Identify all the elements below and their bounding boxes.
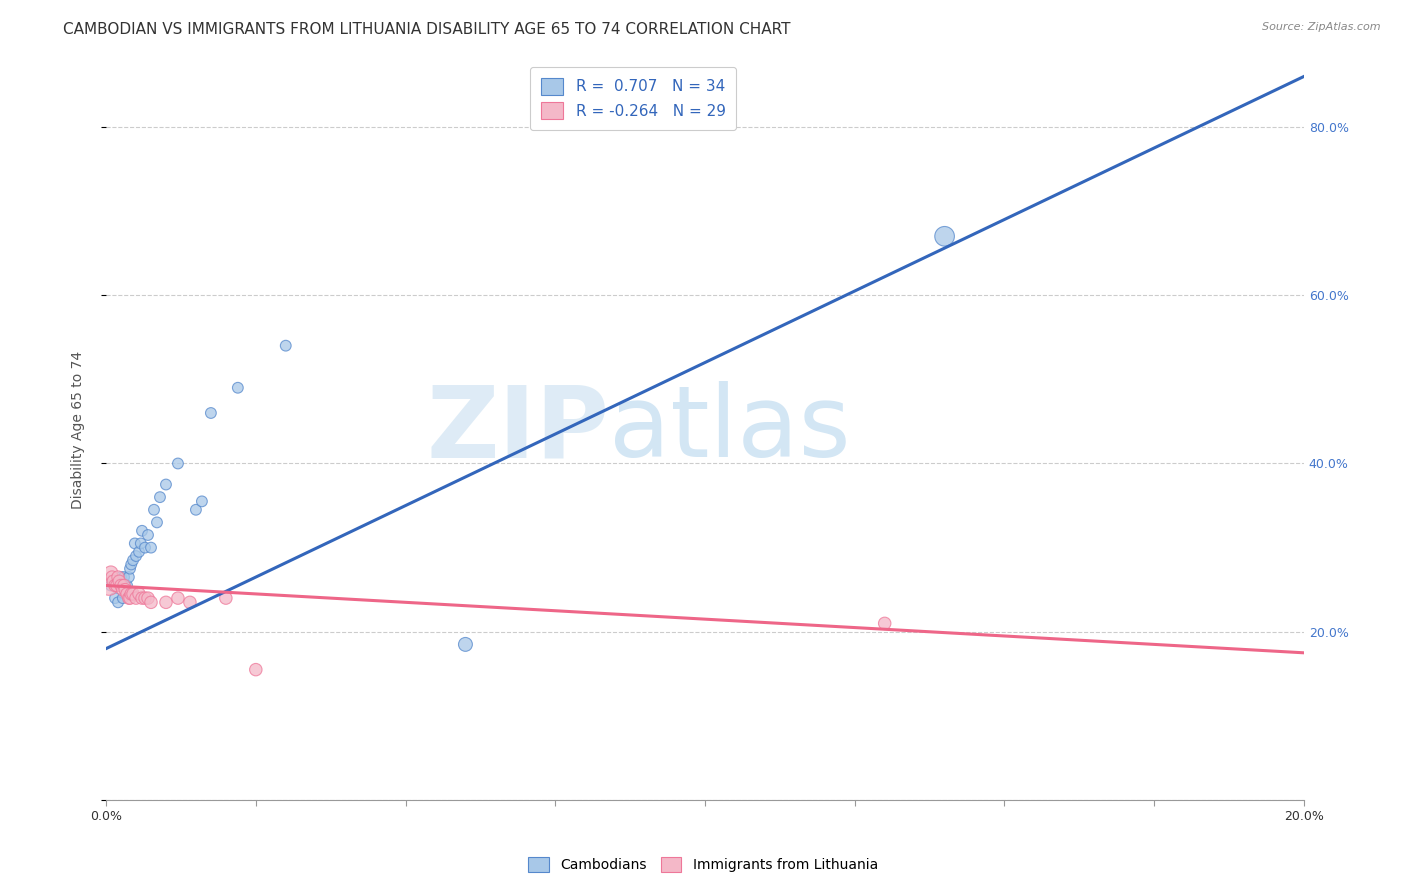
Point	[112, 578, 135, 592]
Point	[200, 406, 222, 420]
Point	[134, 591, 156, 606]
Text: CAMBODIAN VS IMMIGRANTS FROM LITHUANIA DISABILITY AGE 65 TO 74 CORRELATION CHART: CAMBODIAN VS IMMIGRANTS FROM LITHUANIA D…	[63, 22, 790, 37]
Point	[125, 549, 148, 563]
Point	[108, 574, 131, 589]
Point	[105, 578, 128, 592]
Point	[104, 591, 127, 606]
Point	[167, 591, 190, 606]
Point	[110, 578, 132, 592]
Point	[118, 562, 141, 576]
Point	[118, 591, 141, 606]
Point	[122, 587, 145, 601]
Point	[245, 663, 267, 677]
Point	[110, 570, 132, 584]
Point	[125, 591, 148, 606]
Point	[107, 595, 129, 609]
Point	[274, 339, 297, 353]
Point	[191, 494, 214, 508]
Point	[100, 578, 122, 592]
Point	[118, 570, 141, 584]
Point	[122, 553, 145, 567]
Point	[114, 578, 136, 592]
Legend: Cambodians, Immigrants from Lithuania: Cambodians, Immigrants from Lithuania	[520, 848, 886, 880]
Point	[129, 536, 152, 550]
Point	[128, 545, 150, 559]
Point	[184, 502, 207, 516]
Point	[98, 578, 121, 592]
Point	[139, 541, 162, 555]
Text: ZIP: ZIP	[426, 382, 609, 478]
Point	[454, 637, 477, 651]
Point	[134, 541, 156, 555]
Point	[111, 582, 134, 597]
Point	[215, 591, 238, 606]
Point	[155, 595, 177, 609]
Point	[143, 502, 166, 516]
Point	[136, 528, 159, 542]
Point	[128, 587, 150, 601]
Point	[226, 381, 249, 395]
Point	[112, 570, 135, 584]
Point	[118, 591, 141, 606]
Point	[136, 591, 159, 606]
Point	[107, 570, 129, 584]
Point	[146, 516, 169, 530]
Point	[115, 578, 138, 592]
Point	[120, 558, 142, 572]
Y-axis label: Disability Age 65 to 74: Disability Age 65 to 74	[72, 351, 86, 509]
Point	[114, 582, 136, 597]
Point	[155, 477, 177, 491]
Point	[120, 587, 142, 601]
Point	[103, 574, 125, 589]
Point	[934, 229, 956, 244]
Point	[139, 595, 162, 609]
Point	[873, 616, 896, 631]
Point	[107, 578, 129, 592]
Text: atlas: atlas	[609, 382, 851, 478]
Point	[179, 595, 201, 609]
Point	[124, 536, 146, 550]
Point	[100, 566, 122, 580]
Point	[104, 578, 127, 592]
Legend: R =  0.707   N = 34, R = -0.264   N = 29: R = 0.707 N = 34, R = -0.264 N = 29	[530, 67, 737, 129]
Point	[131, 591, 153, 606]
Point	[104, 578, 127, 592]
Point	[115, 587, 138, 601]
Point	[149, 490, 172, 504]
Point	[131, 524, 153, 538]
Point	[167, 457, 190, 471]
Point	[101, 570, 124, 584]
Text: Source: ZipAtlas.com: Source: ZipAtlas.com	[1263, 22, 1381, 32]
Point	[111, 591, 134, 606]
